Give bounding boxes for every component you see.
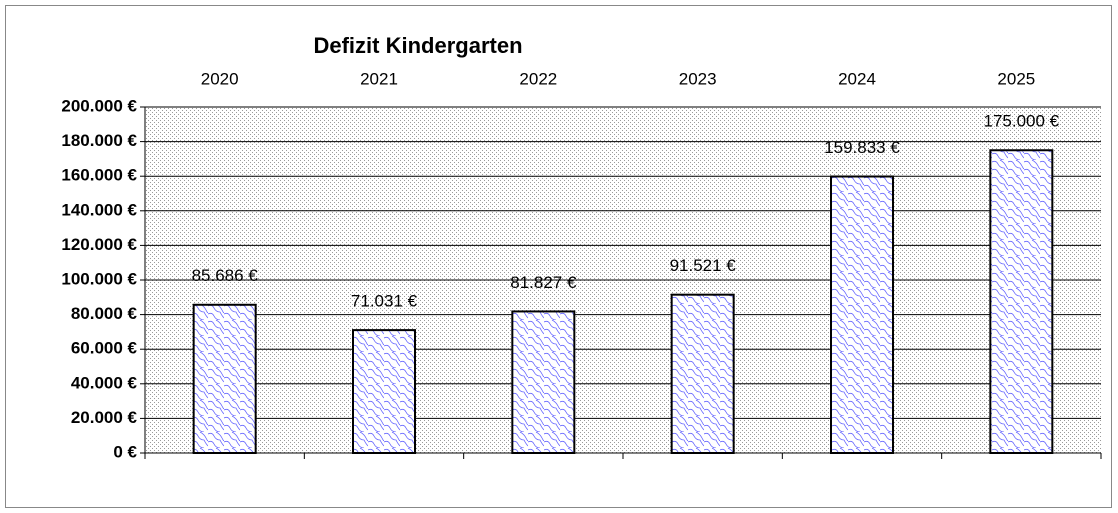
- x-tick-label: 2022: [519, 69, 557, 88]
- y-tick-label: 160.000 €: [61, 166, 137, 185]
- y-tick-label: 40.000 €: [71, 373, 138, 392]
- x-tick-label: 2020: [201, 69, 239, 88]
- bar: [511, 310, 576, 455]
- bar: [830, 175, 894, 454]
- value-label: 81.827 €: [510, 273, 577, 292]
- value-label: 175.000 €: [984, 112, 1060, 131]
- x-tick-label: 2023: [679, 69, 717, 88]
- bar: [670, 293, 735, 454]
- y-tick-label: 0 €: [113, 442, 137, 461]
- value-label: 159.833 €: [824, 138, 900, 157]
- bar: [352, 329, 416, 454]
- y-tick-label: 120.000 €: [61, 235, 137, 254]
- value-label: 71.031 €: [351, 292, 418, 311]
- value-label: 85.686 €: [192, 266, 259, 285]
- y-tick-label: 180.000 €: [61, 131, 137, 150]
- y-tick-label: 100.000 €: [61, 269, 137, 288]
- y-tick-label: 140.000 €: [61, 200, 137, 219]
- y-tick-label: 60.000 €: [71, 339, 138, 358]
- x-tick-label: 2025: [997, 69, 1035, 88]
- bar: [192, 303, 257, 454]
- y-tick-label: 20.000 €: [71, 408, 138, 427]
- bar: [989, 149, 1054, 454]
- value-label: 91.521 €: [670, 256, 737, 275]
- y-tick-label: 200.000 €: [61, 96, 137, 115]
- chart-title: Defizit Kindergarten: [313, 33, 522, 58]
- x-tick-label: 2021: [360, 69, 398, 88]
- x-tick-label: 2024: [838, 69, 876, 88]
- y-tick-label: 80.000 €: [71, 304, 138, 323]
